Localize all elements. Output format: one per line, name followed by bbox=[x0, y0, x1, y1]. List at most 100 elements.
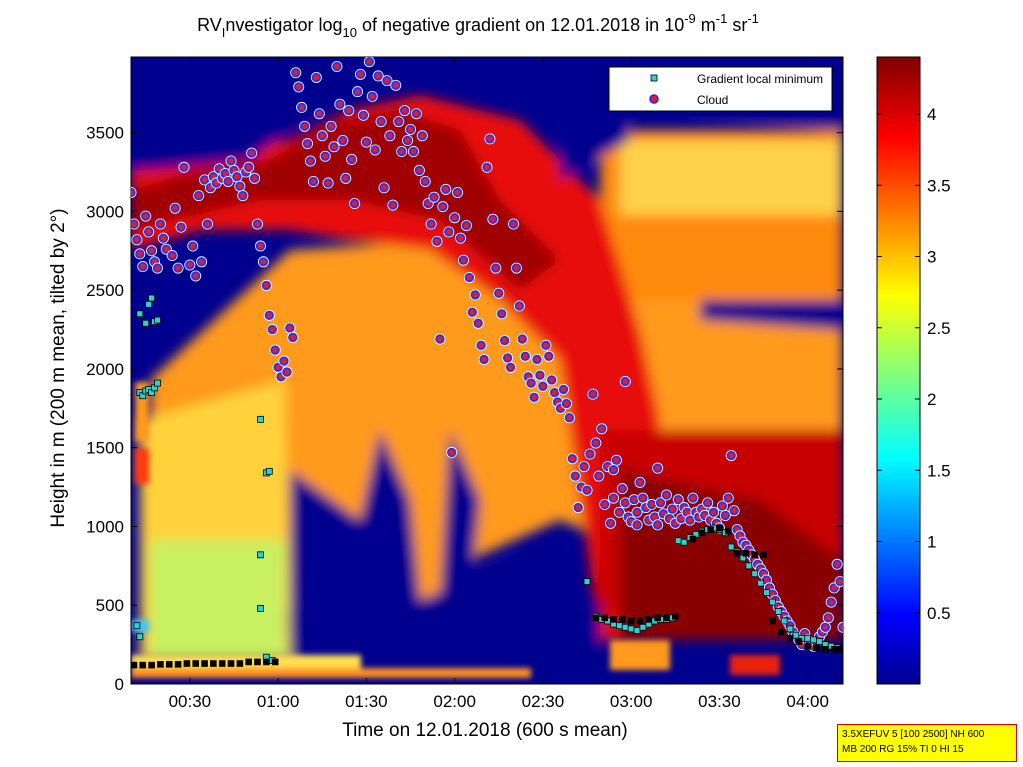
cloud-point bbox=[176, 222, 186, 232]
cloud-point bbox=[541, 340, 551, 350]
cloud-point bbox=[829, 583, 839, 593]
cloud-point bbox=[467, 307, 477, 317]
cloud-point bbox=[223, 176, 233, 187]
cloud-point bbox=[426, 219, 436, 229]
gradient-minimum-point bbox=[786, 625, 794, 633]
ground-marker-point bbox=[830, 646, 838, 653]
y-tick-label: 1500 bbox=[86, 439, 124, 458]
gradient-minimum-point bbox=[774, 608, 782, 615]
ground-marker-point bbox=[671, 612, 679, 620]
cloud-point bbox=[632, 507, 642, 517]
cloud-point bbox=[264, 310, 274, 321]
cloud-point bbox=[243, 162, 254, 172]
legend-marker-square bbox=[650, 74, 658, 82]
ground-marker-point bbox=[236, 660, 244, 667]
cloud-point bbox=[611, 455, 622, 465]
cloud-point bbox=[332, 61, 342, 72]
gradient-minimum-point bbox=[265, 467, 273, 475]
colorbar-tick-label: 3 bbox=[927, 248, 936, 267]
cloud-point bbox=[367, 91, 377, 102]
ground-marker-point bbox=[183, 660, 191, 667]
cloud-point bbox=[823, 613, 833, 623]
cloud-point bbox=[708, 507, 719, 517]
ground-marker-point bbox=[822, 646, 829, 653]
cloud-point bbox=[273, 362, 283, 373]
cloud-point bbox=[196, 257, 207, 267]
cloud-point bbox=[673, 494, 683, 505]
x-tick-label: 02:00 bbox=[433, 692, 476, 711]
ground-marker-point bbox=[663, 614, 670, 622]
gradient-minimum-point bbox=[615, 622, 623, 630]
gradient-minimum-point bbox=[583, 578, 591, 586]
gradient-minimum-point bbox=[136, 310, 144, 318]
info-box: 3.5XEFUV 5 [100 2500] NH 600 MB 200 RG 1… bbox=[837, 724, 1017, 762]
x-tick-label: 01:30 bbox=[345, 692, 388, 711]
cloud-point bbox=[455, 233, 466, 243]
gradient-minimum-point bbox=[745, 562, 753, 570]
cloud-point bbox=[444, 227, 454, 237]
cloud-point bbox=[573, 502, 583, 513]
ground-marker-point bbox=[716, 524, 723, 532]
ground-marker-point bbox=[733, 549, 741, 557]
cloud-point bbox=[591, 438, 601, 448]
colorbar-tick-label: 4 bbox=[927, 105, 936, 124]
cloud-point bbox=[832, 559, 842, 569]
cloud-point bbox=[429, 192, 439, 202]
y-tick-label: 3000 bbox=[86, 202, 124, 221]
ground-marker-point bbox=[636, 617, 644, 625]
x-tick-label: 04:00 bbox=[786, 692, 829, 711]
cloud-point bbox=[485, 134, 495, 144]
cloud-point bbox=[452, 187, 463, 198]
cloud-point bbox=[438, 201, 448, 212]
cloud-point bbox=[296, 102, 307, 113]
y-tick-label: 2000 bbox=[86, 360, 124, 379]
cloud-point bbox=[497, 309, 507, 319]
cloud-point bbox=[408, 146, 419, 157]
cloud-point bbox=[199, 175, 210, 185]
cloud-point bbox=[655, 498, 666, 508]
x-tick-label: 00:30 bbox=[169, 692, 212, 711]
cloud-point bbox=[608, 465, 619, 475]
cloud-point bbox=[470, 290, 480, 300]
cloud-point bbox=[188, 241, 198, 251]
cloud-point bbox=[505, 362, 516, 373]
ground-marker-point bbox=[769, 617, 776, 625]
cloud-point bbox=[279, 356, 289, 366]
cloud-point bbox=[373, 71, 383, 81]
cloud-point bbox=[302, 138, 313, 149]
cloud-point bbox=[652, 463, 663, 473]
cloud-point bbox=[131, 219, 139, 229]
cloud-point bbox=[605, 518, 616, 529]
ground-marker-point bbox=[795, 638, 803, 645]
ground-marker-point bbox=[192, 660, 200, 667]
cloud-point bbox=[826, 597, 836, 607]
ground-marker-point bbox=[724, 527, 732, 535]
cloud-point bbox=[458, 255, 469, 265]
cloud-point bbox=[317, 131, 327, 141]
legend-label-gradient-minimum: Gradient local minimum bbox=[697, 72, 823, 86]
x-axis-ticks: 00:30 01:00 01:30 02:00 02:30 03:00 03:30 04:00 bbox=[169, 57, 829, 711]
y-axis-ticks: 0 500 1000 1500 2000 2500 3000 3500 bbox=[86, 124, 843, 694]
y-axis-label: Height in m (200 m mean, tilted by 2°) bbox=[48, 208, 69, 527]
ground-marker-point bbox=[707, 526, 714, 533]
cloud-point bbox=[135, 249, 145, 259]
ground-marker-point bbox=[742, 549, 750, 557]
ground-marker-point bbox=[201, 660, 208, 667]
cloud-point bbox=[238, 190, 248, 201]
cloud-point bbox=[473, 318, 483, 328]
gradient-minimum-point bbox=[674, 537, 682, 545]
gradient-minimum-point bbox=[142, 319, 150, 327]
cloud-point bbox=[167, 250, 177, 261]
cloud-point bbox=[608, 493, 619, 503]
cloud-point bbox=[294, 82, 304, 92]
gradient-minimum-point bbox=[136, 633, 144, 641]
gradient-minimum-point bbox=[763, 589, 770, 597]
cloud-point bbox=[255, 241, 266, 251]
cloud-point bbox=[329, 142, 339, 152]
ground-marker-point bbox=[131, 661, 138, 669]
ground-marker-point bbox=[148, 661, 155, 669]
cloud-point bbox=[288, 332, 298, 343]
cloud-point bbox=[423, 198, 433, 209]
cloud-point bbox=[461, 220, 472, 231]
chart-title: RVInvestigator log10 of negative gradien… bbox=[197, 11, 759, 40]
